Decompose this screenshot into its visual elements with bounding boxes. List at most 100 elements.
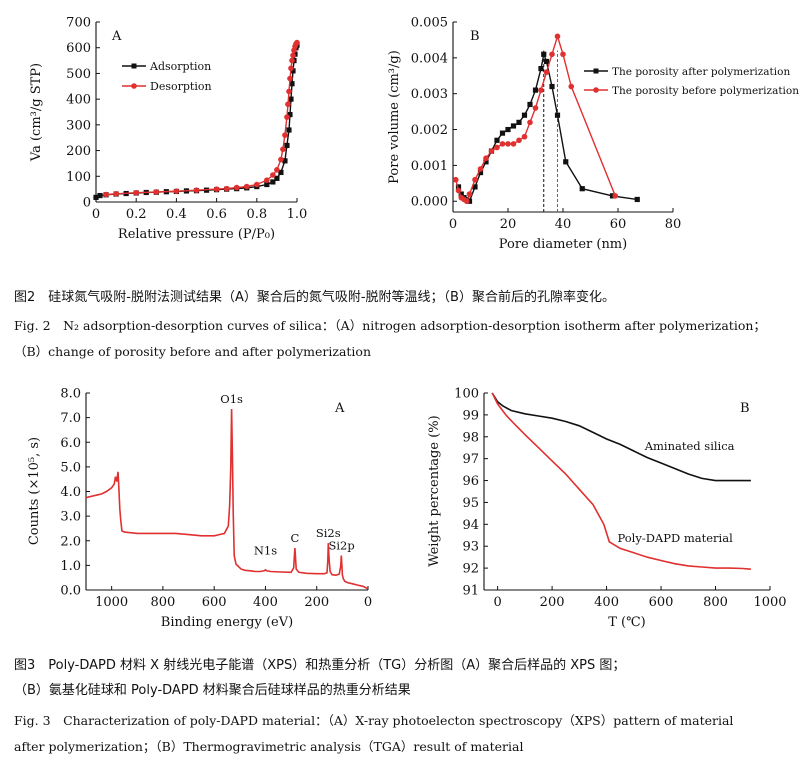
fig2-caption-cn: 图2 硅球氮气吸附-脱附法测试结果（A）聚合后的氮气吸附-脱附等温线；（B）聚合… [14, 290, 615, 305]
fig2b-series-2-point [532, 105, 539, 111]
fig3b-x-tick-label: 800 [703, 595, 728, 610]
fig2b-legend-label: The porosity after polymerization [612, 66, 790, 78]
fig3a-y-tick-label: 3.0 [60, 510, 81, 525]
fig2b-y-tick-label: 0.002 [411, 123, 448, 138]
fig3b-y-tick-label: 99 [462, 408, 479, 423]
fig2b-series-2-point [510, 141, 517, 147]
fig2b-series-2-point [452, 176, 459, 183]
fig2-caption-en-line1: Fig. 2 N₂ adsorption-desorption curves o… [14, 318, 766, 333]
fig3a-y-tick-label: 4.0 [60, 485, 81, 500]
fig3a-peak-label: Si2p [328, 539, 354, 553]
fig2b-series-1-line [457, 51, 638, 203]
fig3a-x-tick-label: 800 [150, 595, 175, 610]
fig3b-x-axis-label: T (℃) [608, 615, 646, 630]
fig2a-series-2-point [284, 114, 290, 120]
fig3b-series-2-line [491, 392, 751, 570]
fig2b-series-2-point [560, 51, 566, 58]
fig2a-panel-label: A [111, 29, 122, 44]
fig2a-series-2-point [213, 186, 220, 192]
fig3b-panel-label: B [740, 401, 750, 416]
fig3-caption-cn-line1: 图3 Poly-DAPD 材料 X 射线光电子能谱（XPS）和热重分析（TG）分… [14, 658, 626, 673]
fig3a-y-tick-label: 2.0 [60, 534, 81, 549]
fig2b-legend-marker [593, 87, 599, 93]
fig2a-series-1-point [278, 169, 284, 176]
fig2a-legend-marker [131, 83, 137, 89]
fig2a-series-1-point [286, 127, 292, 133]
fig2a-series-1-point [93, 194, 99, 200]
fig2a-y-tick-label: 700 [66, 16, 91, 31]
fig2b-series-2-point [543, 69, 550, 75]
fig2a-y-tick-label: 0 [83, 196, 91, 211]
fig2b-series-2-point [499, 141, 506, 147]
fig3b-x-tick-label: 600 [649, 595, 674, 610]
fig2b-series-2-point [483, 155, 489, 162]
fig3b-x-tick-label: 400 [594, 595, 619, 610]
fig2b-series-1-point [483, 159, 489, 165]
fig2a-series-2-point [288, 65, 294, 72]
fig2a-y-tick-label: 400 [66, 93, 91, 108]
fig2a-series-2-point [253, 181, 260, 188]
fig2b-series-1-point [494, 137, 500, 143]
fig2b-series-2-point [455, 187, 462, 194]
fig3b-y-tick-label: 97 [462, 452, 479, 467]
fig2b-series-2-point [472, 176, 478, 183]
fig2a-legend-marker [131, 63, 137, 69]
fig2b-series-1-point [510, 123, 517, 129]
fig2a-series-2-point [133, 189, 139, 196]
fig2a-series-2-point [233, 184, 240, 191]
fig2b-x-tick-label: 80 [665, 217, 682, 232]
fig3a-x-tick-label: 1000 [95, 595, 128, 610]
fig2b-series-2-point [477, 166, 484, 172]
fig2a-series-1-point [284, 142, 290, 149]
fig2a-y-tick-label: 100 [66, 170, 91, 185]
fig3a-peak-label: Si2s [316, 526, 341, 540]
fig2b-series-1-point [538, 66, 544, 72]
fig3b-y-axis-label: Weight percentage (%) [427, 415, 442, 566]
fig2b-series-2-point [612, 193, 619, 199]
fig2-caption-en-line2: （B）change of porosity before and after p… [14, 344, 372, 359]
fig3a-x-tick-label: 400 [253, 595, 278, 610]
fig2b-series-2-point [488, 148, 495, 154]
fig3a-peak-label: C [291, 531, 300, 545]
fig2a-x-tick-label: 0.8 [246, 207, 267, 222]
fig3a-x-axis-label: Binding energy (eV) [161, 615, 293, 630]
fig2b-y-tick-label: 0.005 [411, 16, 448, 31]
fig3a-peak-label: O1s [220, 392, 243, 406]
fig2b-series-1-point [634, 196, 640, 203]
fig2b-panel-label: B [470, 29, 480, 44]
fig2a-x-tick-label: 0 [92, 207, 100, 222]
fig2b-series-1-point [499, 130, 506, 136]
fig3b-y-tick-label: 100 [454, 387, 479, 402]
fig2b-series-2-point [466, 191, 473, 197]
fig3a-y-tick-label: 5.0 [60, 460, 81, 475]
fig2b-y-tick-label: 0.001 [411, 159, 448, 174]
fig3b-x-tick-label: 1000 [753, 595, 786, 610]
fig3b-y-tick-label: 98 [462, 430, 479, 445]
fig3a-y-axis-label: Counts (×10⁵, s) [27, 437, 42, 545]
fig2a-series-2-point [193, 187, 200, 193]
fig2b-x-tick-label: 60 [610, 217, 627, 232]
fig3-caption-en-line1: Fig. 3 Characterization of poly-DAPD mat… [14, 713, 734, 728]
fig2b-x-tick-label: 20 [500, 217, 517, 232]
fig2b-series-1-point [505, 126, 511, 133]
fig3b-y-tick-label: 93 [462, 540, 479, 555]
fig2a-y-tick-label: 600 [66, 41, 91, 56]
fig2a-series-2-point [278, 156, 284, 163]
fig3b-y-tick-label: 95 [462, 496, 479, 511]
fig2a-series-2-point [287, 75, 293, 82]
fig2a-x-tick-label: 0.6 [206, 207, 227, 222]
fig2b-series-2-point [527, 119, 533, 126]
fig2a-series-2-point [173, 188, 180, 194]
fig2b-series-1-point [527, 101, 533, 108]
fig2a-x-axis-label: Relative pressure (P/P₀) [118, 227, 275, 242]
fig2b-y-tick-label: 0.004 [411, 51, 448, 66]
fig2a-series-1-point [290, 68, 296, 74]
fig2b-series-1-point [516, 119, 522, 125]
fig2a-x-tick-label: 0.4 [166, 207, 187, 222]
fig2a-y-tick-label: 200 [66, 144, 91, 159]
fig2a-y-axis-label: Va (cm³/g STP) [29, 63, 44, 162]
fig2a-series-1-point [288, 96, 294, 102]
fig3-caption-cn-line2: （B）氨基化硅球和 Poly-DAPD 材料聚合后硅球样品的热重分析结果 [14, 683, 411, 698]
fig2b-x-tick-label: 40 [555, 217, 572, 232]
